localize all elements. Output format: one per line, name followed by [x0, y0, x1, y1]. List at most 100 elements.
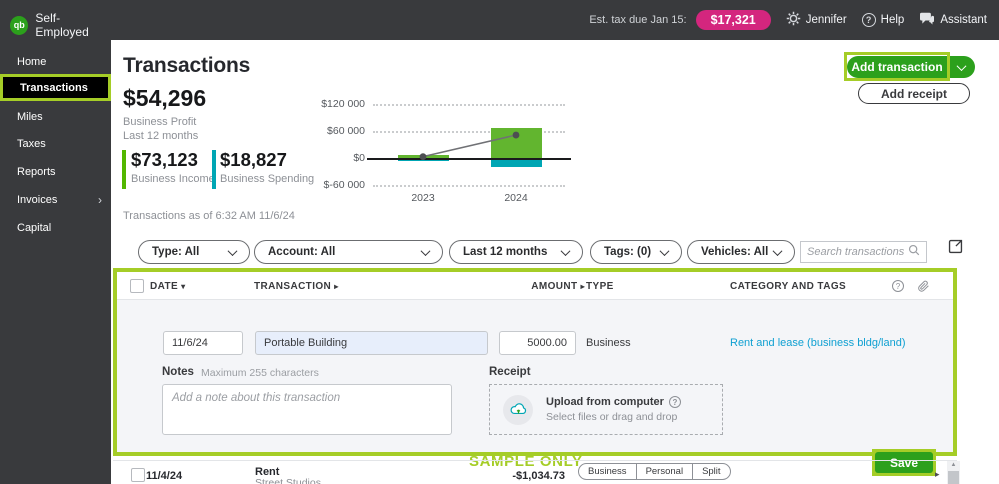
sort-desc-icon: ▾ — [181, 282, 186, 291]
notes-textarea[interactable] — [162, 384, 452, 435]
chevron-down-icon — [227, 245, 238, 256]
notes-hint: Maximum 255 characters — [201, 367, 319, 379]
est-tax-amount-pill[interactable]: $17,321 — [695, 10, 771, 30]
sidebar-item-invoices[interactable]: Invoices › — [0, 187, 111, 213]
table-header: DATE ▾ TRANSACTION ▸ AMOUNT ▸ TYPE CATEG… — [117, 272, 953, 300]
spending-color-bar — [212, 150, 216, 189]
help-label: Help — [880, 14, 905, 26]
search-icon — [908, 243, 920, 261]
notes-label: Notes — [162, 366, 194, 378]
filter-account[interactable]: Account: All — [254, 240, 443, 264]
filter-vehicles-label: Vehicles: All — [701, 246, 769, 258]
row-checkbox[interactable] — [131, 468, 145, 482]
add-transaction-button[interactable]: Add transaction — [847, 56, 975, 78]
row-transaction-subtext: Street Studios — [255, 477, 321, 484]
upload-title: Upload from computer — [546, 396, 664, 408]
assistant-menu[interactable]: Assistant — [919, 12, 987, 29]
column-type[interactable]: TYPE — [586, 281, 614, 292]
chevron-down-icon — [560, 245, 571, 256]
category-link[interactable]: Rent and lease (business bldg/land) — [730, 337, 906, 349]
row-expand-caret-icon[interactable]: ▸ — [935, 469, 940, 479]
chevron-down-icon — [956, 60, 966, 71]
column-amount[interactable]: AMOUNT ▸ — [531, 281, 585, 292]
add-transaction-dropdown[interactable] — [948, 60, 974, 71]
highlight-save: Save — [872, 449, 936, 476]
filter-type-label: Type: All — [152, 246, 200, 258]
scrollbar-thumb[interactable] — [948, 471, 959, 484]
help-menu[interactable]: ? Help — [861, 13, 905, 27]
add-receipt-label: Add receipt — [880, 86, 947, 101]
main-content: Transactions Add transaction Add receipt… — [111, 40, 999, 484]
sidebar-item-label: Transactions — [20, 81, 88, 94]
business-profit-label: Business Profit — [123, 116, 197, 128]
export-icon[interactable] — [947, 238, 964, 260]
amount-field[interactable] — [499, 331, 576, 355]
sort-icon: ▸ — [580, 282, 585, 291]
sidebar-item-label: Home — [17, 56, 47, 68]
settings-menu[interactable]: Jennifer — [786, 11, 847, 29]
filter-tags[interactable]: Tags: (0) — [590, 240, 682, 264]
column-date[interactable]: DATE ▾ — [150, 281, 186, 292]
transactions-status-line: Transactions as of 6:32 AM 11/6/24 — [123, 210, 295, 222]
sidebar-item-label: Capital — [17, 222, 52, 234]
cloud-upload-icon — [503, 394, 533, 425]
type-option-personal[interactable]: Personal — [637, 464, 694, 479]
row-transaction-name[interactable]: Rent — [255, 466, 280, 478]
search-transactions-box — [800, 241, 927, 263]
column-category-and-tags[interactable]: CATEGORY AND TAGS — [730, 281, 847, 292]
paperclip-icon — [917, 279, 930, 298]
add-transaction-label: Add transaction — [851, 60, 943, 74]
row-type-segmented-control: Business Personal Split — [578, 463, 731, 480]
business-spending-label: Business Spending — [220, 173, 315, 185]
row-amount: -$1,034.73 — [512, 470, 565, 482]
user-name: Jennifer — [805, 14, 847, 26]
filter-type[interactable]: Type: All — [138, 240, 250, 264]
filter-vehicles[interactable]: Vehicles: All — [687, 240, 795, 264]
select-all-checkbox[interactable] — [130, 279, 144, 293]
row-date: 11/4/24 — [146, 470, 183, 482]
sidebar-item-transactions[interactable]: Transactions — [0, 74, 111, 101]
business-income-label: Business Income — [131, 173, 215, 185]
assistant-label: Assistant — [940, 14, 987, 26]
column-help-icon[interactable]: ? — [892, 280, 904, 292]
sidebar-item-miles[interactable]: Miles — [0, 104, 111, 130]
sidebar-item-label: Reports — [17, 166, 56, 178]
form-body: Business Rent and lease (business bldg/l… — [117, 300, 953, 476]
sidebar-item-label: Miles — [17, 111, 43, 123]
sidebar-item-capital[interactable]: Capital — [0, 215, 111, 241]
chevron-down-icon — [420, 245, 431, 256]
type-option-split[interactable]: Split — [702, 466, 721, 477]
row-divider — [113, 460, 957, 461]
topbar-right-cluster: Est. tax due Jan 15: $17,321 Jennifer ? … — [589, 0, 987, 40]
sidebar-item-reports[interactable]: Reports — [0, 159, 111, 185]
page-title: Transactions — [123, 54, 251, 77]
sidebar-item-label: Taxes — [17, 138, 46, 150]
sidebar-item-taxes[interactable]: Taxes — [0, 131, 111, 157]
sidebar-item-label: Invoices — [17, 194, 58, 206]
save-button[interactable]: Save — [875, 452, 933, 473]
add-receipt-button[interactable]: Add receipt — [858, 83, 970, 104]
search-input[interactable] — [807, 246, 908, 258]
upload-dropzone[interactable]: Upload from computer ? Select files or d… — [489, 384, 723, 435]
table-scrollbar[interactable]: ▲ — [947, 461, 960, 484]
upload-help-icon[interactable]: ? — [668, 396, 681, 408]
filter-tags-label: Tags: (0) — [604, 246, 652, 258]
date-field[interactable] — [163, 331, 243, 355]
help-icon: ? — [861, 13, 876, 27]
add-transaction-panel: DATE ▾ TRANSACTION ▸ AMOUNT ▸ TYPE CATEG… — [113, 268, 957, 476]
scrollbar-up-arrow[interactable]: ▲ — [950, 462, 957, 468]
column-transaction[interactable]: TRANSACTION ▸ — [254, 281, 339, 292]
sidebar-item-home[interactable]: Home — [0, 49, 111, 75]
filter-period[interactable]: Last 12 months — [449, 240, 583, 264]
chevron-right-icon: › — [98, 193, 102, 207]
profit-chart: $120 000 $60 000 $0 $-60 000 2023 2024 — [321, 98, 571, 204]
upload-subtitle: Select files or drag and drop — [546, 411, 678, 423]
business-profit-amount: $54,296 — [123, 85, 207, 111]
est-tax-label: Est. tax due Jan 15: — [589, 14, 687, 26]
transaction-name-field[interactable] — [255, 331, 488, 355]
filter-account-label: Account: All — [268, 246, 336, 258]
business-spending-amount: $18,827 — [220, 149, 287, 170]
app-brand[interactable]: qb Self-Employed — [10, 11, 111, 39]
type-option-business[interactable]: Business — [579, 464, 637, 479]
filter-period-label: Last 12 months — [463, 246, 548, 258]
